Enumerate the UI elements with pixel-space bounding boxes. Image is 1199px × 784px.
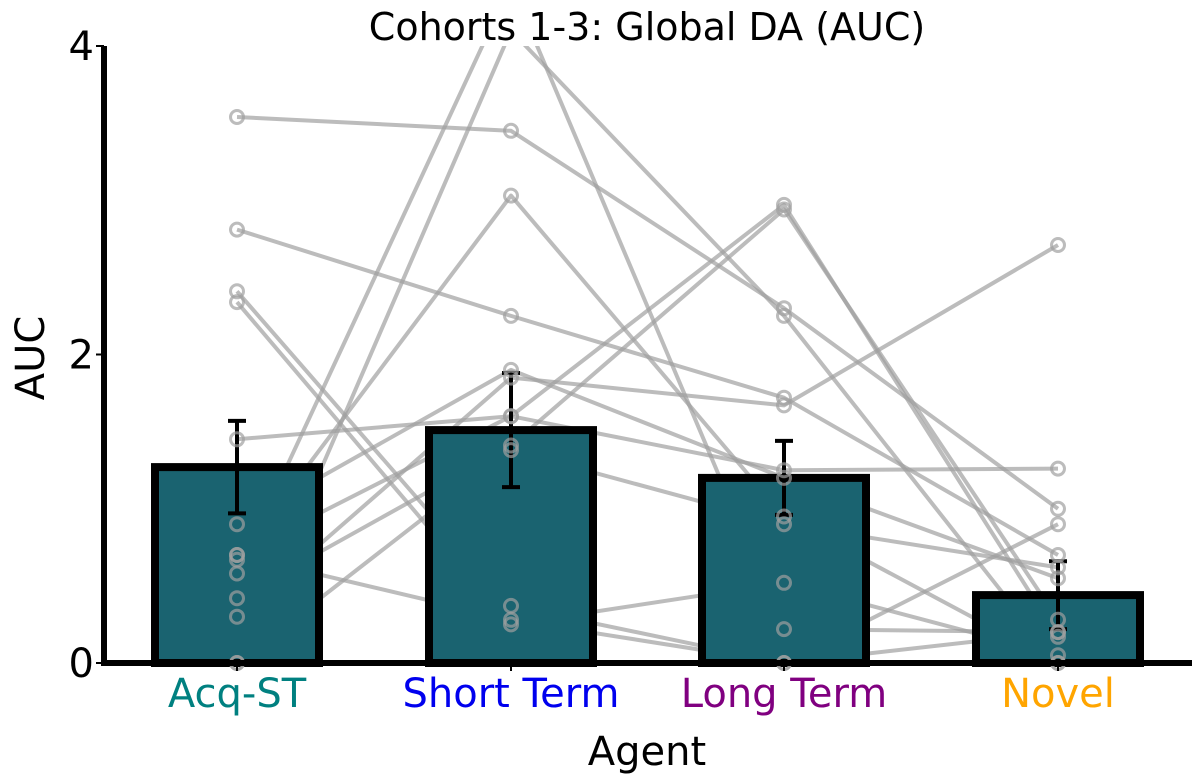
subject-point xyxy=(776,462,792,479)
subject-line-12 xyxy=(236,522,1059,663)
subject-point xyxy=(503,369,519,386)
axes xyxy=(101,46,1192,666)
subject-point xyxy=(229,547,245,563)
subject-point xyxy=(503,361,519,378)
ticks: 0 2 4 Acq-ST Short Term Long Term Novel xyxy=(69,24,1115,717)
subject-point xyxy=(229,565,245,582)
x-tick-label: Long Term xyxy=(681,671,887,717)
subject-point xyxy=(776,300,792,317)
subject-point xyxy=(776,508,792,525)
subject-point xyxy=(776,574,792,591)
subject-point xyxy=(229,431,245,448)
subject-point xyxy=(776,621,792,638)
subject-line-14 xyxy=(236,202,1060,638)
subject-point xyxy=(1050,237,1066,253)
subject-line-11 xyxy=(235,40,1060,663)
subject-point xyxy=(1050,500,1066,517)
subject-point xyxy=(229,294,245,311)
error-bars xyxy=(228,371,1067,632)
x-axis-label: Agent xyxy=(588,729,706,775)
subject-point xyxy=(776,196,792,213)
y-tick-label: 4 xyxy=(69,24,94,70)
subject-point xyxy=(1050,570,1066,587)
subject-point xyxy=(776,307,792,324)
subject-point xyxy=(229,221,245,238)
x-tick-label: Short Term xyxy=(402,671,619,717)
chart-title: Cohorts 1-3: Global DA (AUC) xyxy=(369,5,925,49)
bars xyxy=(151,426,1144,667)
subject-point xyxy=(503,122,519,139)
subject-point xyxy=(1050,628,1066,645)
subject-point xyxy=(1050,559,1066,576)
subject-point xyxy=(229,283,245,300)
subject-line-3 xyxy=(235,289,1059,663)
subject-point xyxy=(776,516,792,533)
subject-point xyxy=(503,408,519,425)
subject-point xyxy=(503,442,519,459)
subject-line-6 xyxy=(236,367,1059,581)
y-axis-label: AUC xyxy=(8,316,54,401)
subject-point xyxy=(503,307,519,324)
subject-line-7 xyxy=(235,193,1059,663)
title-backdrop xyxy=(0,0,1199,46)
subject-lines xyxy=(235,40,1060,663)
y-tick-label: 2 xyxy=(69,333,94,379)
subject-line-5 xyxy=(236,414,1059,473)
subject-point xyxy=(503,187,519,204)
subject-point xyxy=(229,608,245,625)
subject-point xyxy=(1050,611,1066,628)
subject-point xyxy=(1050,460,1066,477)
subject-line-8 xyxy=(235,40,1059,635)
subject-point xyxy=(776,389,792,406)
y-tick-label: 0 xyxy=(69,641,94,687)
x-tick-label: Novel xyxy=(1001,671,1115,717)
subject-point xyxy=(1050,516,1066,533)
subject-point xyxy=(229,109,245,125)
subject-point xyxy=(776,397,792,414)
x-tick-label: Acq-ST xyxy=(168,671,307,717)
subject-markers xyxy=(229,109,1066,671)
subject-line-10 xyxy=(235,243,1060,619)
subject-point xyxy=(229,516,245,533)
subject-point xyxy=(503,611,519,628)
subject-line-13 xyxy=(235,448,1059,663)
subject-line-4 xyxy=(235,300,1059,658)
subject-line-9 xyxy=(236,207,1060,621)
subject-line-1 xyxy=(236,115,1060,511)
subject-point xyxy=(776,469,792,486)
subject-point xyxy=(229,590,245,607)
